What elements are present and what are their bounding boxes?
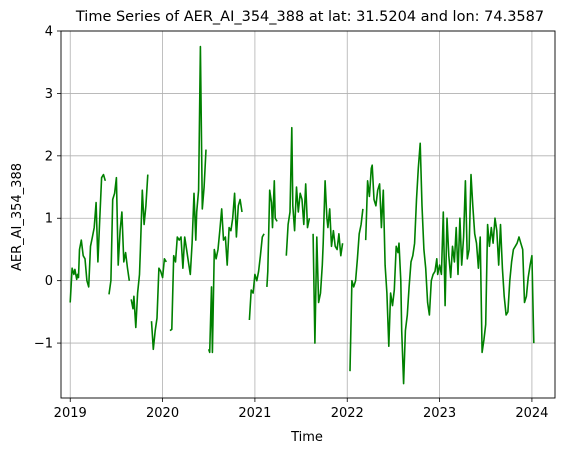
y-axis: −1 0 1 2 3 4: [34, 25, 61, 352]
series-line-segment: [150, 257, 167, 351]
series-line-segment: [169, 45, 207, 332]
series-line-segment: [349, 208, 364, 372]
y-tick-label: 0: [45, 274, 53, 289]
series-line-segment: [207, 192, 243, 354]
x-tick-label: 2019: [54, 406, 87, 421]
y-tick-label: 2: [45, 149, 53, 164]
series-line-segment: [130, 174, 149, 329]
y-tick-label: 3: [45, 87, 53, 102]
series-line-segment: [69, 173, 107, 303]
x-tick-label: 2023: [423, 406, 456, 421]
chart-title: Time Series of AER_AI_354_388 at lat: 31…: [75, 9, 544, 25]
x-tick-label: 2021: [238, 406, 271, 421]
series-line-segment: [312, 180, 344, 344]
series-line-segment: [108, 176, 131, 295]
series-line-segment: [285, 126, 311, 256]
y-axis-label: AER_AI_354_388: [10, 163, 25, 271]
series-line-segment: [266, 180, 278, 287]
x-axis: 2019 2020 2021 2022 2023 2024: [54, 398, 548, 421]
y-tick-label: 4: [45, 25, 53, 40]
plot-frame: [60, 30, 556, 399]
grid: [61, 30, 555, 398]
series-line-segment: [364, 142, 535, 385]
x-tick-label: 2020: [146, 406, 179, 421]
series-layer: [69, 45, 535, 385]
x-tick-label: 2022: [331, 406, 364, 421]
x-axis-label: Time: [290, 430, 323, 445]
y-tick-label: 1: [45, 212, 53, 227]
x-tick-label: 2024: [515, 406, 548, 421]
series-line-segment: [248, 233, 265, 321]
y-tick-label: −1: [34, 337, 53, 352]
